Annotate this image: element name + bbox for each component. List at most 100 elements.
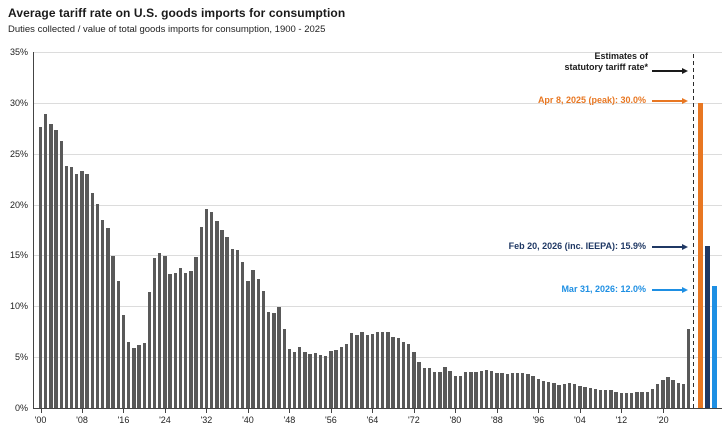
bar-1987 bbox=[489, 371, 494, 408]
bar-2018 bbox=[650, 388, 655, 408]
bar-2006 bbox=[588, 387, 592, 408]
bar-2003 bbox=[572, 383, 577, 408]
bar-1986 bbox=[484, 370, 489, 408]
bar-1938 bbox=[235, 250, 240, 408]
bar-1902 bbox=[49, 124, 53, 408]
bar-1944 bbox=[266, 312, 271, 408]
chart-title: Average tariff rate on U.S. goods import… bbox=[8, 6, 346, 20]
bar-1995 bbox=[531, 376, 535, 408]
bar-2016 bbox=[640, 391, 644, 408]
x-axis-tick bbox=[164, 409, 166, 413]
bar-1968 bbox=[391, 336, 395, 408]
bar-1977 bbox=[438, 372, 442, 408]
bar-1972 bbox=[412, 352, 416, 408]
bar-1907 bbox=[75, 174, 79, 408]
y-axis-tick-label: 35% bbox=[9, 47, 28, 57]
y-axis-tick-label: 5% bbox=[14, 352, 28, 363]
x-axis-tick-label: '04 bbox=[573, 415, 586, 425]
bar-1970 bbox=[401, 341, 406, 408]
y-axis-line bbox=[33, 52, 34, 408]
bar-1911 bbox=[95, 203, 100, 408]
y-axis-tick-label: 20% bbox=[9, 199, 28, 210]
gridline-25pct bbox=[33, 153, 722, 155]
apr-2025-arrow-line bbox=[652, 100, 682, 102]
estimates-separator-dashed-line bbox=[692, 54, 695, 409]
bar-2025 bbox=[687, 328, 691, 408]
gridline-20pct bbox=[33, 204, 722, 206]
bar-1985 bbox=[479, 371, 483, 408]
bar-1978 bbox=[443, 367, 447, 408]
bar-1951 bbox=[303, 352, 307, 408]
bar-1906 bbox=[69, 166, 74, 408]
x-axis-tick bbox=[579, 409, 581, 413]
x-axis-tick-label: '96 bbox=[532, 415, 545, 425]
bar-1941 bbox=[251, 269, 255, 408]
x-axis-line bbox=[33, 408, 722, 409]
x-axis-tick bbox=[662, 409, 664, 413]
feb-2026-arrow-icon bbox=[682, 243, 688, 250]
x-axis-tick bbox=[538, 409, 540, 413]
x-axis-tick bbox=[413, 409, 415, 413]
x-axis-tick-label: '80 bbox=[449, 415, 462, 425]
bar-1992 bbox=[515, 373, 520, 408]
bar-1950 bbox=[298, 346, 302, 408]
mar-2026-arrow-line bbox=[652, 289, 682, 291]
annotation-apr-2025: Apr 8, 2025 (peak): 30.0% bbox=[537, 95, 646, 105]
bar-2002 bbox=[567, 382, 572, 408]
bar-1965 bbox=[375, 331, 380, 408]
bar-1961 bbox=[355, 334, 359, 408]
estimates-arrow-line bbox=[652, 70, 682, 72]
bar-1966 bbox=[381, 331, 385, 408]
bar-1935 bbox=[220, 230, 224, 408]
bar-1960 bbox=[349, 332, 354, 408]
x-axis-tick bbox=[496, 409, 498, 413]
bar-1994 bbox=[526, 374, 530, 408]
annotation-mar-2026: Mar 31, 2026: 12.0% bbox=[561, 284, 646, 294]
bar-2010 bbox=[609, 389, 613, 408]
bar-2004 bbox=[578, 385, 582, 408]
bar-1974 bbox=[422, 368, 426, 408]
bar-1976 bbox=[432, 372, 437, 408]
bar-1963 bbox=[365, 334, 369, 408]
bar-1901 bbox=[43, 114, 48, 408]
bar-1914 bbox=[111, 256, 115, 408]
bar-1917 bbox=[126, 341, 131, 408]
bar-2005 bbox=[583, 386, 587, 408]
bar-1973 bbox=[417, 362, 421, 408]
bar-1983 bbox=[469, 372, 473, 408]
bar-1982 bbox=[464, 372, 468, 408]
y-axis-tick-label: 15% bbox=[9, 250, 28, 261]
bar-1997 bbox=[541, 380, 546, 408]
bar-1996 bbox=[536, 378, 541, 408]
bar-1993 bbox=[521, 373, 525, 408]
bar-1989 bbox=[500, 373, 504, 408]
bar-2017 bbox=[645, 391, 649, 408]
bar-1930 bbox=[194, 257, 198, 408]
bar-2001 bbox=[562, 383, 566, 408]
bar-1916 bbox=[121, 315, 126, 408]
bar-1932 bbox=[204, 208, 209, 408]
x-axis-tick-label: '20 bbox=[656, 415, 669, 425]
x-axis-tick-label: '16 bbox=[117, 415, 130, 425]
bar-1924 bbox=[163, 256, 167, 408]
bar-1955 bbox=[324, 356, 328, 408]
bar-1934 bbox=[215, 220, 219, 408]
x-axis-tick bbox=[372, 409, 374, 413]
bar-1922 bbox=[152, 258, 157, 408]
bar-1947 bbox=[282, 328, 286, 408]
x-axis-tick-label: '48 bbox=[283, 415, 296, 425]
bar-2008 bbox=[598, 389, 603, 408]
bar-1910 bbox=[90, 193, 95, 408]
bar-2013 bbox=[624, 392, 629, 408]
x-axis-tick-label: '32 bbox=[200, 415, 213, 425]
x-axis-tick-label: '40 bbox=[242, 415, 254, 425]
apr-2025-arrow-icon bbox=[682, 97, 688, 104]
bar-1903 bbox=[54, 130, 58, 408]
bar-2011 bbox=[614, 391, 618, 408]
bar-1927 bbox=[178, 267, 183, 408]
estimate-bar-2 bbox=[712, 285, 718, 408]
bar-1945 bbox=[272, 313, 276, 408]
x-axis-tick bbox=[40, 409, 42, 413]
bar-1999 bbox=[552, 382, 556, 408]
bar-1904 bbox=[59, 140, 63, 408]
